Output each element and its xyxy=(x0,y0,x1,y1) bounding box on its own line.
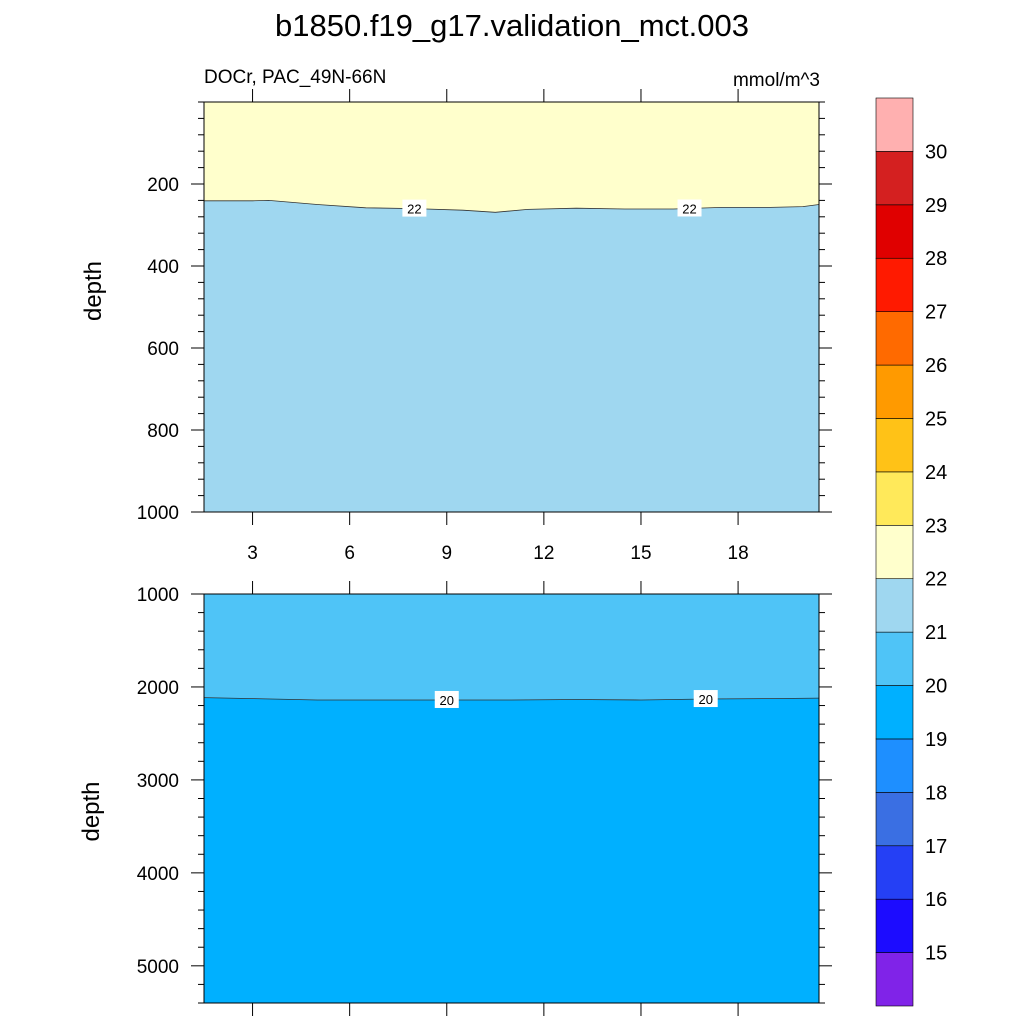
colorbar-label: 17 xyxy=(925,836,947,858)
x-tick-label: 15 xyxy=(630,543,651,564)
colorbar-label: 28 xyxy=(925,248,947,270)
colorbar-label: 26 xyxy=(925,355,947,377)
colorbar-label: 23 xyxy=(925,515,947,537)
contour-line xyxy=(203,697,820,701)
colorbar-swatch xyxy=(875,524,914,580)
x-tick-label: 3 xyxy=(247,543,258,564)
colorbar-swatch xyxy=(875,738,914,793)
y-axis-label: depth xyxy=(78,781,105,841)
colorbar-swatch xyxy=(875,631,914,686)
x-tick-label: 18 xyxy=(728,543,749,564)
y-tick-label: 800 xyxy=(147,421,179,442)
colorbar-label: 18 xyxy=(925,782,947,804)
colorbar-swatch xyxy=(875,952,914,1007)
colorbar-swatch xyxy=(875,898,914,953)
x-tick-label: 6 xyxy=(344,543,355,564)
colorbar-swatch xyxy=(875,685,914,740)
colorbar-label: 20 xyxy=(925,676,947,698)
colorbar-label: 27 xyxy=(925,302,947,324)
lower-depth-panel: 20 20 1000 2000 3000 4000 5000 depth xyxy=(78,581,832,1016)
colorbar-swatch xyxy=(875,792,914,847)
y-tick-label: 1000 xyxy=(137,585,179,606)
y-tick-label: 400 xyxy=(147,257,179,278)
colorbar-swatch xyxy=(875,204,914,259)
colorbar-swatch xyxy=(875,418,914,473)
colorbar-label: 24 xyxy=(925,462,947,484)
contour-label: 22 xyxy=(682,201,696,216)
colorbar-swatch xyxy=(875,311,914,366)
x-tick-label: 9 xyxy=(441,543,452,564)
x-tick-label: 12 xyxy=(533,543,554,564)
y-tick-label: 200 xyxy=(147,175,179,196)
colorbar-swatch xyxy=(875,97,914,152)
colorbar-label: 19 xyxy=(925,729,947,751)
contour-label: 20 xyxy=(698,692,712,707)
contour-line xyxy=(204,199,820,213)
contour-label-box xyxy=(693,690,718,708)
colorbar: 15 16 17 18 19 20 21 22 23 24 25 26 27 28 29 30 xyxy=(875,97,947,1007)
chart-title: b1850.f19_g17.validation_mct.003 xyxy=(275,8,749,43)
contour-label-box xyxy=(677,199,702,217)
y-tick-label: 3000 xyxy=(137,771,179,792)
colorbar-swatch xyxy=(875,257,914,312)
colorbar-label: 16 xyxy=(925,889,947,911)
variable-region-label: DOCr, PAC_49N-66N xyxy=(204,67,386,88)
y-axis-label: depth xyxy=(80,261,107,321)
y-tick-label: 1000 xyxy=(137,503,179,524)
y-tick-label: 600 xyxy=(147,339,179,360)
colorbar-swatch xyxy=(875,578,914,633)
plot-frame xyxy=(203,101,820,513)
colorbar-swatch xyxy=(875,471,914,526)
y-tick-label: 4000 xyxy=(137,864,179,885)
upper-depth-panel: 22 22 200 400 600 800 1000 depth 3 6 9 12 15 18 xyxy=(80,89,832,564)
lower-fill-region xyxy=(204,697,819,1003)
colorbar-label: 30 xyxy=(925,141,947,163)
colorbar-label: 21 xyxy=(925,622,947,644)
colorbar-label: 22 xyxy=(925,569,947,591)
contour-label-box xyxy=(402,199,427,217)
contour-label: 22 xyxy=(407,202,421,217)
colorbar-label: 29 xyxy=(925,195,947,217)
colorbar-swatch xyxy=(875,364,914,419)
colorbar-label: 25 xyxy=(925,408,947,430)
units-label: mmol/m^3 xyxy=(733,70,820,91)
colorbar-label: 15 xyxy=(925,943,947,965)
y-tick-label: 5000 xyxy=(137,957,179,978)
lower-fill-region xyxy=(204,200,819,512)
contour-label: 20 xyxy=(440,693,454,708)
colorbar-swatch xyxy=(875,151,914,206)
y-tick-label: 2000 xyxy=(137,678,179,699)
contour-label-box xyxy=(434,690,459,708)
colorbar-swatch xyxy=(875,845,914,900)
